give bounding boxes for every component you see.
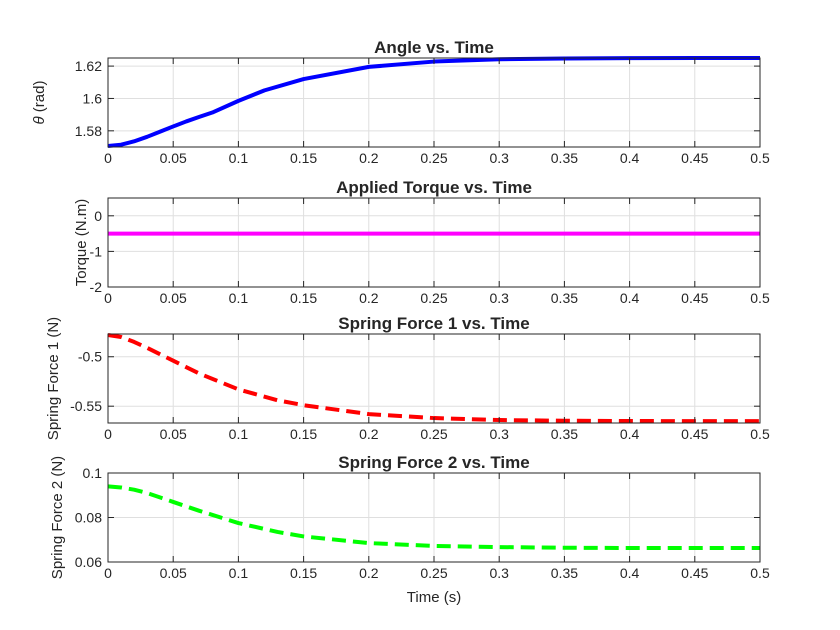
subplot-title: Applied Torque vs. Time — [336, 178, 532, 197]
subplot-2: 0 0.05 0.1 0.15 0.2 0.25 0.3 0.35 0.4 0.45 0.5 -2 -1… — [73, 178, 770, 306]
y-axis-label: Spring Force 1 (N) — [45, 317, 62, 440]
x-tick-label: 0.5 — [750, 565, 770, 581]
y-tick-label: -0.55 — [70, 398, 102, 414]
x-tick-label: 0.05 — [160, 290, 187, 306]
y-axis-label: θ (rad) — [31, 81, 48, 125]
y-tick-label: 0 — [94, 208, 102, 224]
subplot-title: Spring Force 2 vs. Time — [338, 453, 529, 472]
x-tick-label: 0.05 — [160, 426, 187, 442]
y-tick-label: -2 — [90, 279, 103, 295]
x-tick-label: 0.5 — [750, 290, 770, 306]
y-tick-label: -1 — [90, 243, 103, 259]
x-tick-label: 0 — [104, 426, 112, 442]
x-tick-label: 0.2 — [359, 150, 379, 166]
x-tick-label: 0 — [104, 150, 112, 166]
x-axis-label: Time (s) — [407, 589, 461, 606]
x-tick-label: 0.1 — [229, 426, 249, 442]
y-tick-label: 0.06 — [75, 554, 102, 570]
x-tick-label: 0.35 — [551, 150, 578, 166]
x-tick-label: 0.3 — [489, 150, 509, 166]
y-tick-label: 0.08 — [75, 510, 102, 526]
x-tick-label: 0.3 — [489, 426, 509, 442]
x-tick-label: 0.2 — [359, 426, 379, 442]
y-axis-label: Spring Force 2 (N) — [49, 456, 66, 579]
x-tick-label: 0.25 — [420, 426, 447, 442]
x-tick-label: 0.4 — [620, 150, 640, 166]
x-tick-label: 0.25 — [420, 565, 447, 581]
x-tick-label: 0.4 — [620, 426, 640, 442]
x-tick-label: 0.45 — [681, 565, 708, 581]
subplot-title: Angle vs. Time — [374, 38, 494, 57]
subplot-3: 0 0.05 0.1 0.15 0.2 0.25 0.3 0.35 0.4 0.45 0.5 -0.5… — [45, 314, 770, 442]
subplot-1: 0 0.05 0.1 0.15 0.2 0.25 0.3 0.35 0.4 0.45 0.5 1.58… — [31, 38, 770, 166]
x-tick-label: 0.35 — [551, 290, 578, 306]
x-tick-label: 0.45 — [681, 150, 708, 166]
x-tick-label: 0.45 — [681, 290, 708, 306]
x-tick-label: 0.1 — [229, 150, 249, 166]
x-tick-label: 0.4 — [620, 290, 640, 306]
x-tick-label: 0.25 — [420, 150, 447, 166]
x-tick-label: 0.05 — [160, 565, 187, 581]
x-tick-label: 0 — [104, 290, 112, 306]
x-tick-label: 0.3 — [489, 565, 509, 581]
series-line-3-1 — [107, 333, 760, 424]
x-tick-label: 0.15 — [290, 426, 317, 442]
x-tick-label: 0.5 — [750, 150, 770, 166]
x-tick-label: 0.25 — [420, 290, 447, 306]
y-tick-label: -0.5 — [78, 349, 102, 365]
x-tick-label: 0 — [104, 565, 112, 581]
y-axis-label: Torque (N.m) — [73, 199, 90, 287]
y-tick-label: 1.58 — [75, 123, 102, 139]
x-tick-label: 0.1 — [229, 565, 249, 581]
x-tick-label: 0.05 — [160, 150, 187, 166]
x-tick-label: 0.3 — [489, 290, 509, 306]
y-tick-label: 0.1 — [83, 465, 103, 481]
y-tick-label: 1.62 — [75, 58, 102, 74]
x-tick-label: 0.35 — [551, 565, 578, 581]
x-tick-label: 0.15 — [290, 150, 317, 166]
x-tick-label: 0.15 — [290, 290, 317, 306]
x-tick-label: 0.2 — [359, 565, 379, 581]
x-tick-label: 0.2 — [359, 290, 379, 306]
x-tick-label: 0.5 — [750, 426, 770, 442]
x-tick-label: 0.45 — [681, 426, 708, 442]
x-tick-label: 0.4 — [620, 565, 640, 581]
y-tick-label: 1.6 — [83, 90, 103, 106]
series-line-4-1 — [107, 484, 760, 550]
x-tick-label: 0.1 — [229, 290, 249, 306]
x-tick-label: 0.35 — [551, 426, 578, 442]
x-tick-label: 0.15 — [290, 565, 317, 581]
subplot-4: 0 0.05 0.1 0.15 0.2 0.25 0.3 0.35 0.4 0.45 0.5 0.06… — [49, 453, 770, 606]
subplot-title: Spring Force 1 vs. Time — [338, 314, 529, 333]
